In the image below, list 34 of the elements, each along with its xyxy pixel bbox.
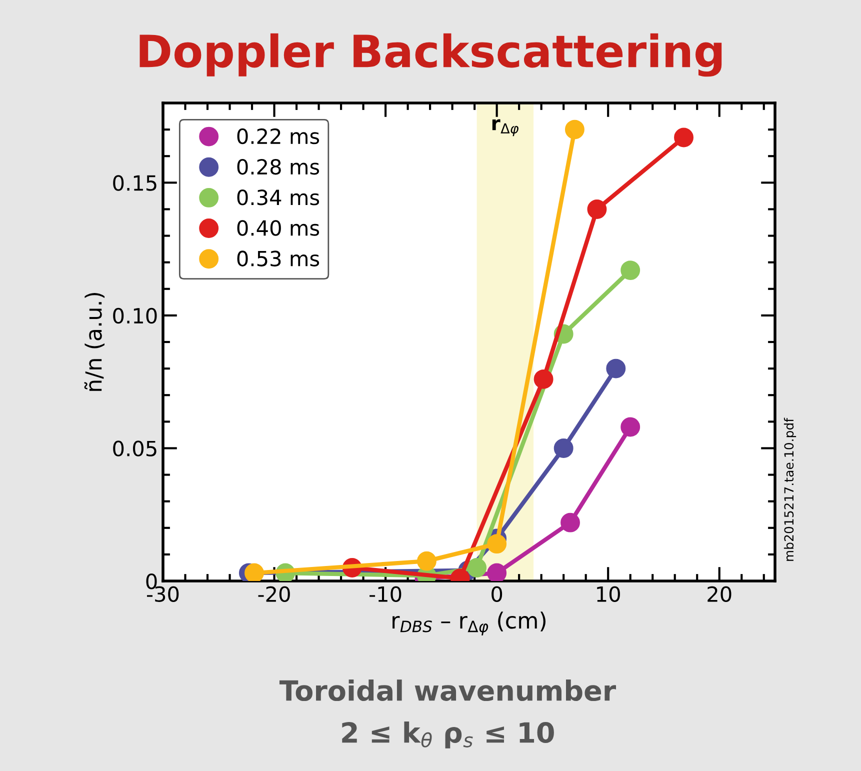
y-tick-label: 0.05	[113, 440, 156, 456]
legend-label: 0.28 ms	[237, 158, 320, 175]
point	[487, 563, 507, 581]
point	[620, 260, 640, 280]
y-tick-label: 0.10	[113, 308, 157, 324]
legend-label: 0.40 ms	[237, 220, 320, 236]
legend-label: 0.22 ms	[237, 128, 320, 144]
x-axis-title: r$_{DBS}$ – r$_{Δφ}$ (cm)	[392, 612, 546, 636]
point	[487, 534, 507, 554]
point	[606, 358, 626, 378]
text: 2 ≤ k$_{θ}$ ρ$_{s}$ ≤ 10	[342, 722, 554, 748]
x-tick-label: -20	[258, 586, 290, 602]
point	[554, 438, 574, 458]
legend-label: 0.53 ms	[237, 250, 320, 266]
point	[467, 558, 487, 578]
x-tick-label: -10	[370, 586, 402, 602]
x-tick-label: 0	[492, 586, 502, 602]
chart-title: Doppler Backscattering	[140, 33, 722, 77]
y-axis-title: ñ/n (a.u.)	[84, 292, 105, 391]
text: Toroidal wavenumber	[279, 680, 616, 702]
point	[587, 200, 607, 219]
band-label: r$_{Δφ}$	[492, 119, 518, 136]
x-tick-label: 20	[708, 586, 732, 602]
point	[560, 512, 580, 532]
legend-label: 0.34 ms	[237, 190, 320, 206]
point	[564, 120, 584, 140]
x-tick-label: 10	[597, 586, 620, 602]
text: mb2015217.tae.10.pdf	[784, 418, 796, 561]
point	[534, 369, 554, 389]
point	[674, 128, 694, 148]
point	[620, 417, 640, 437]
point	[244, 563, 264, 581]
y-tick-label: 0.15	[113, 175, 156, 191]
point	[416, 551, 436, 571]
